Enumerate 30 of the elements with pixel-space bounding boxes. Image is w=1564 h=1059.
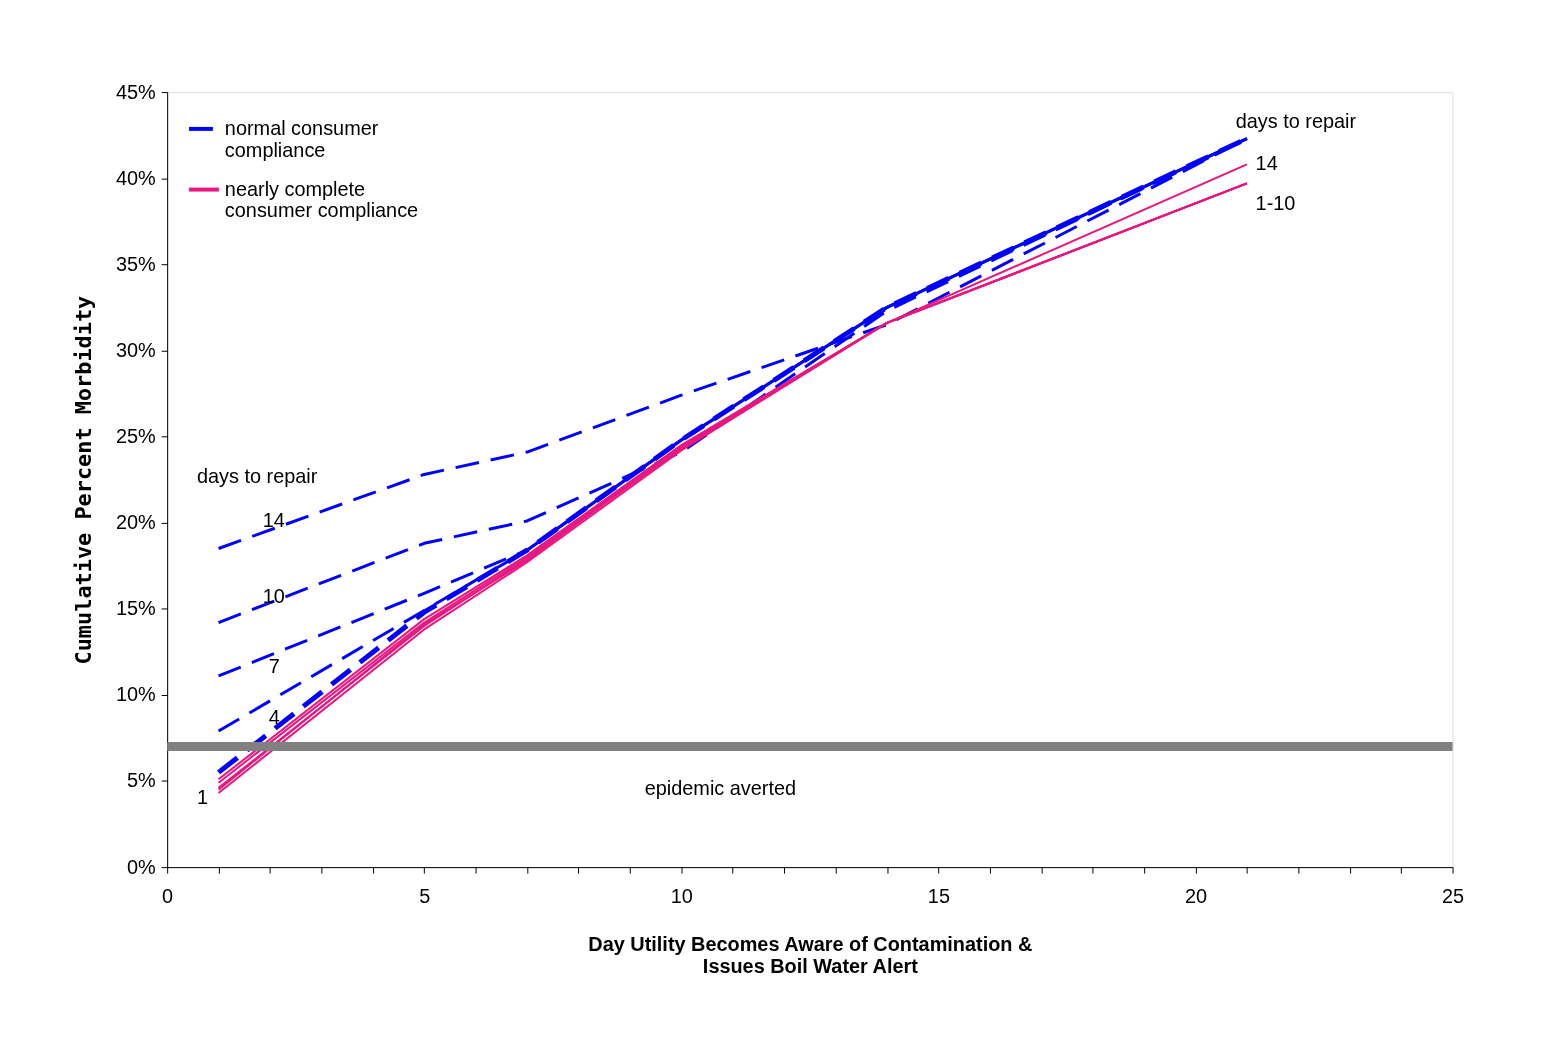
y-tick-label: 5% [126, 769, 156, 792]
y-tick-label: 25% [115, 425, 156, 448]
annotation: days to repair [196, 465, 318, 488]
x-tick-label: 10 [670, 885, 693, 908]
y-tick-label: 0% [126, 855, 156, 878]
y-tick-label: 40% [115, 166, 156, 189]
y-tick-label: 35% [115, 252, 156, 275]
annotation: 14 [1255, 151, 1278, 174]
y-tick-label: 15% [115, 597, 156, 620]
y-axis-title: Cumulative Percent Morbidity [71, 295, 97, 665]
x-tick-label: 5 [419, 885, 431, 908]
x-tick-label: 25 [1442, 885, 1465, 908]
x-tick-label: 0 [162, 885, 174, 908]
y-tick-label: 10% [115, 683, 156, 706]
annotation: 4 [268, 705, 280, 728]
annotation: days to repair [1235, 109, 1357, 132]
x-tick-label: 20 [1184, 885, 1208, 908]
annotation: 14 [262, 508, 285, 531]
y-tick-label: 20% [115, 511, 156, 534]
legend-label: normal consumer compliance [224, 116, 379, 161]
annotation: 1-10 [1255, 192, 1296, 215]
annotation: 10 [262, 585, 285, 608]
y-tick-label: 30% [115, 338, 156, 361]
x-axis-title: Day Utility Becomes Aware of Contamination & Issues Boil Water Alert [588, 933, 1033, 978]
annotation: 1 [196, 786, 209, 809]
legend-label: nearly complete consumer compliance [224, 177, 419, 222]
x-tick-label: 15 [927, 885, 950, 908]
annotation: epidemic averted [644, 777, 797, 800]
annotation: 7 [268, 655, 280, 678]
y-tick-label: 45% [115, 80, 156, 103]
